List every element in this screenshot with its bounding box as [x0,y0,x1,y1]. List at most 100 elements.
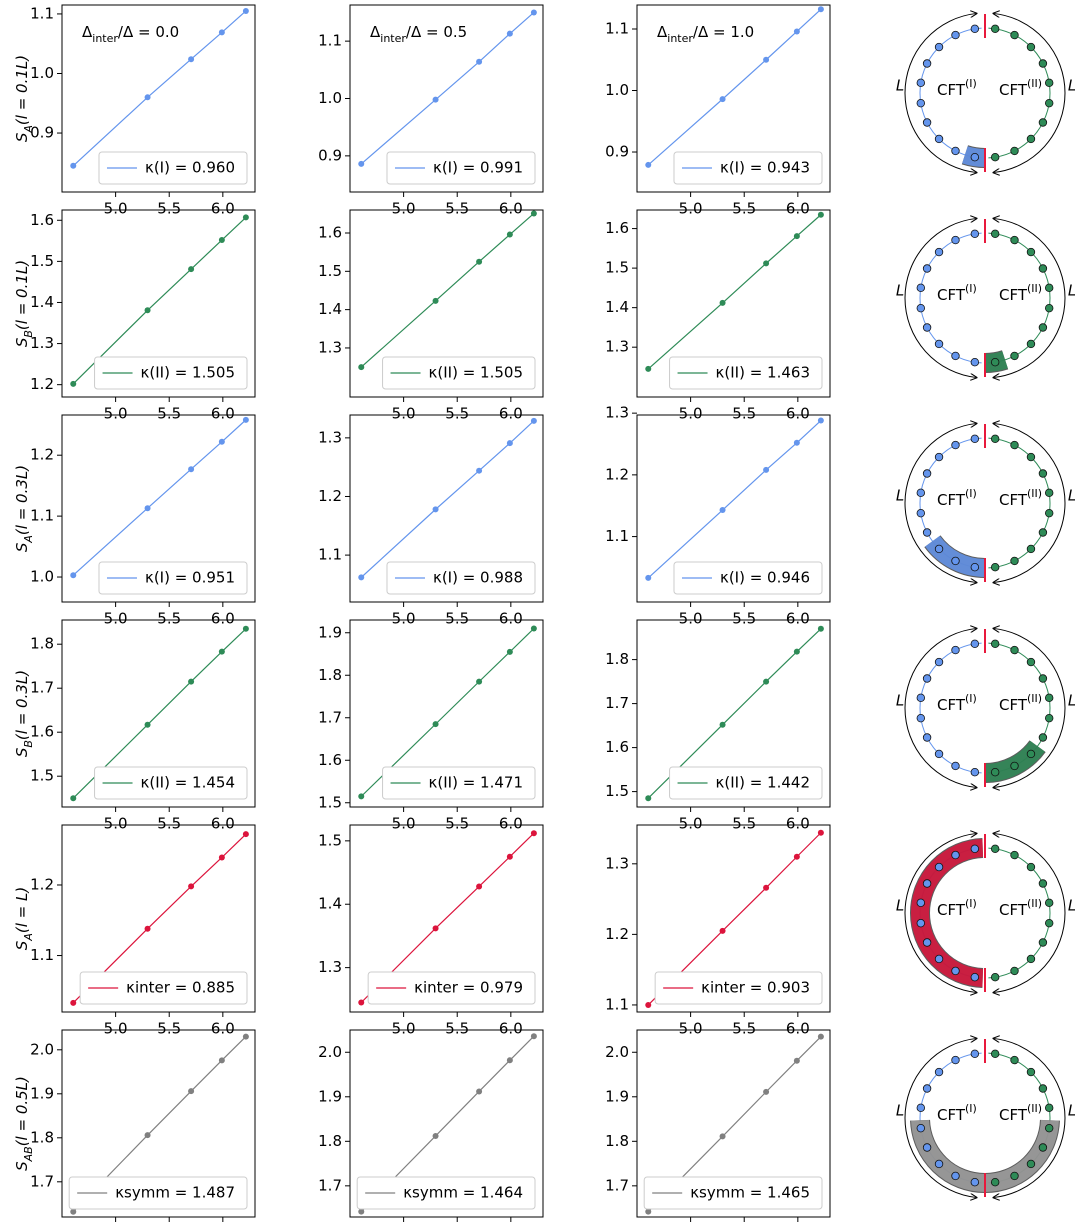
legend-label: κinter = 0.903 [701,979,810,997]
data-point [358,574,365,581]
length-label: L [896,77,904,95]
x-tick-label: 5.5 [157,815,181,833]
text-part: CFT [999,1106,1028,1124]
text-part: (l = 0.1L) [13,55,31,125]
outer-arc [993,218,1066,377]
data-point [763,56,770,63]
data-point [188,266,195,273]
site [1044,918,1054,928]
text-part: A [22,933,35,942]
site [1044,898,1054,908]
site [1010,850,1019,860]
site [990,152,1000,162]
x-tick-label: 5.0 [392,1020,416,1038]
site [990,562,1000,572]
plot-frame [349,414,544,603]
x-tick-label: 5.5 [445,405,469,423]
plot-frame [61,4,256,193]
data-point [793,233,800,240]
text-part: CFT [937,696,966,714]
cft-label: CFT(II) [999,77,1042,99]
text-part: (l = 0.1L) [13,260,31,330]
y-tick-label: 1.1 [605,995,629,1013]
site [970,767,980,777]
x-tick-label: 5.0 [392,610,416,628]
data-point [793,853,800,860]
cft-label: CFT(II) [999,487,1042,509]
text-part: CFT [999,286,1028,304]
site [990,434,1000,444]
text-part: S [13,337,31,347]
outer-arc [993,1038,1066,1197]
text-part: /Δ = 0.5 [406,23,467,41]
y-axis-label: SA(l = 0.1L) [13,55,35,142]
x-tick-label: 6.0 [211,610,235,628]
site [951,146,960,156]
y-tick-label: 1.3 [318,428,342,446]
data-point [358,1208,365,1215]
data-point [645,161,652,168]
length-label: L [896,897,904,915]
site [922,1143,932,1152]
site [1044,713,1054,723]
site [1044,98,1054,108]
legend-box [98,561,248,595]
legend-box [669,356,823,390]
site [1026,749,1036,759]
data-point [793,648,800,655]
x-tick-label: 5.0 [679,405,703,423]
x-tick-label: 5.5 [732,200,756,218]
y-tick-label: 1.2 [30,375,54,393]
cft-label: CFT(I) [937,77,977,99]
site [1026,862,1036,872]
x-tick-label: 5.0 [104,200,128,218]
data-point [645,1001,652,1008]
y-tick-label: 1.0 [30,64,54,82]
cft-label: CFT(II) [999,692,1042,714]
data-point [432,297,439,304]
x-tick-label: 6.0 [786,1020,810,1038]
site [1044,1123,1054,1133]
site [970,229,980,239]
outer-arc [904,423,977,582]
data-point [188,678,195,685]
site [990,767,1000,777]
length-label: L [1068,282,1075,300]
cft-label: CFT(II) [999,282,1042,304]
site [916,508,926,518]
site [951,850,960,860]
data-point [763,260,770,267]
data-point [817,6,824,13]
y-tick-label: 1.5 [30,767,54,785]
y-tick-label: 1.8 [30,635,54,653]
site [922,879,932,888]
text-part: (I) [965,282,977,295]
x-tick-label: 5.5 [157,200,181,218]
site [970,562,980,572]
x-tick-label: 6.0 [499,1020,523,1038]
site [1038,733,1048,742]
site [970,434,980,444]
data-point [476,1088,483,1095]
data-point [793,28,800,35]
y-tick-label: 2.0 [605,1043,629,1061]
text-part: CFT [999,81,1028,99]
data-point [70,1208,77,1215]
y-tick-label: 1.6 [605,738,629,756]
y-tick-label: 2.0 [318,1043,342,1061]
plot-frame [636,414,831,603]
x-tick-label: 5.0 [392,200,416,218]
outer-arc [993,423,1066,582]
data-point [719,507,726,514]
plot-frame [349,209,544,398]
legend-label: κsymm = 1.464 [403,1184,523,1202]
length-label: L [1068,1102,1075,1120]
site [990,24,1000,34]
site [970,24,980,34]
site [970,639,980,649]
y-tick-label: 0.9 [605,143,629,161]
legend-label: κ(II) = 1.505 [141,364,235,382]
text-part: (II) [1027,77,1042,90]
plot-frame [636,824,831,1013]
x-tick-label: 5.0 [679,1020,703,1038]
